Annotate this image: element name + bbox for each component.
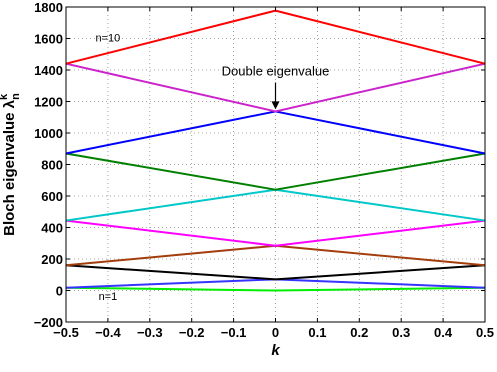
x-tick-label: 0.2 <box>350 325 368 340</box>
x-tick-label: 0.5 <box>476 325 494 340</box>
y-tick-label: 200 <box>41 252 63 267</box>
x-tick-label: 0.1 <box>308 325 326 340</box>
y-tick-label: 1200 <box>34 95 63 110</box>
series-layer <box>65 9 486 292</box>
x-tick-label: −0.2 <box>179 325 205 340</box>
series-band-label: n=1 <box>99 291 118 303</box>
series-line-7 <box>65 152 486 191</box>
y-tick-label: 1000 <box>34 126 63 141</box>
y-tick-label: −200 <box>34 315 63 330</box>
y-axis-title-text: Bloch eigenvalue <box>1 108 18 236</box>
y-axis-title-subscript: n <box>10 93 22 100</box>
y-axis-title-symbol: λ <box>1 99 18 108</box>
x-tick-label: −0.3 <box>137 325 163 340</box>
y-tick-label: 800 <box>41 158 63 173</box>
y-tick-label: 1600 <box>34 32 63 47</box>
y-axis-title-superscript: k <box>0 93 10 100</box>
series-line-1 <box>65 286 486 292</box>
x-tick-label: 0.3 <box>392 325 410 340</box>
series-line-5 <box>65 219 486 247</box>
x-tick-label: 0 <box>272 325 279 340</box>
x-axis-title: k <box>271 342 280 359</box>
series-line-3 <box>65 264 486 281</box>
annotation-layer: n=10 n=1 Double eigenvalue <box>96 33 330 303</box>
y-tick-label: 400 <box>41 221 63 236</box>
x-tick-label: −0.1 <box>221 325 247 340</box>
double-eigenvalue-label: Double eigenvalue <box>222 64 330 79</box>
series-line-9 <box>65 62 486 113</box>
x-tick-label: −0.5 <box>53 325 79 340</box>
y-tick-label: 1400 <box>34 63 63 78</box>
y-tick-label: 0 <box>56 284 63 299</box>
y-tick-label: 600 <box>41 189 63 204</box>
series-band-label: n=10 <box>96 33 121 45</box>
double-eigenvalue-arrowhead <box>271 101 280 110</box>
y-tick-label: 1800 <box>34 0 63 15</box>
ticks-layer: −0.5 −0.4 −0.3 −0.2 −0.1 0 0.1 0.2 0.3 0.4 0.5 −200… <box>34 0 494 340</box>
x-tick-label: −0.4 <box>95 325 121 340</box>
y-axis-title: Bloch eigenvalue λkn <box>0 93 22 236</box>
x-tick-label: 0.4 <box>434 325 453 340</box>
